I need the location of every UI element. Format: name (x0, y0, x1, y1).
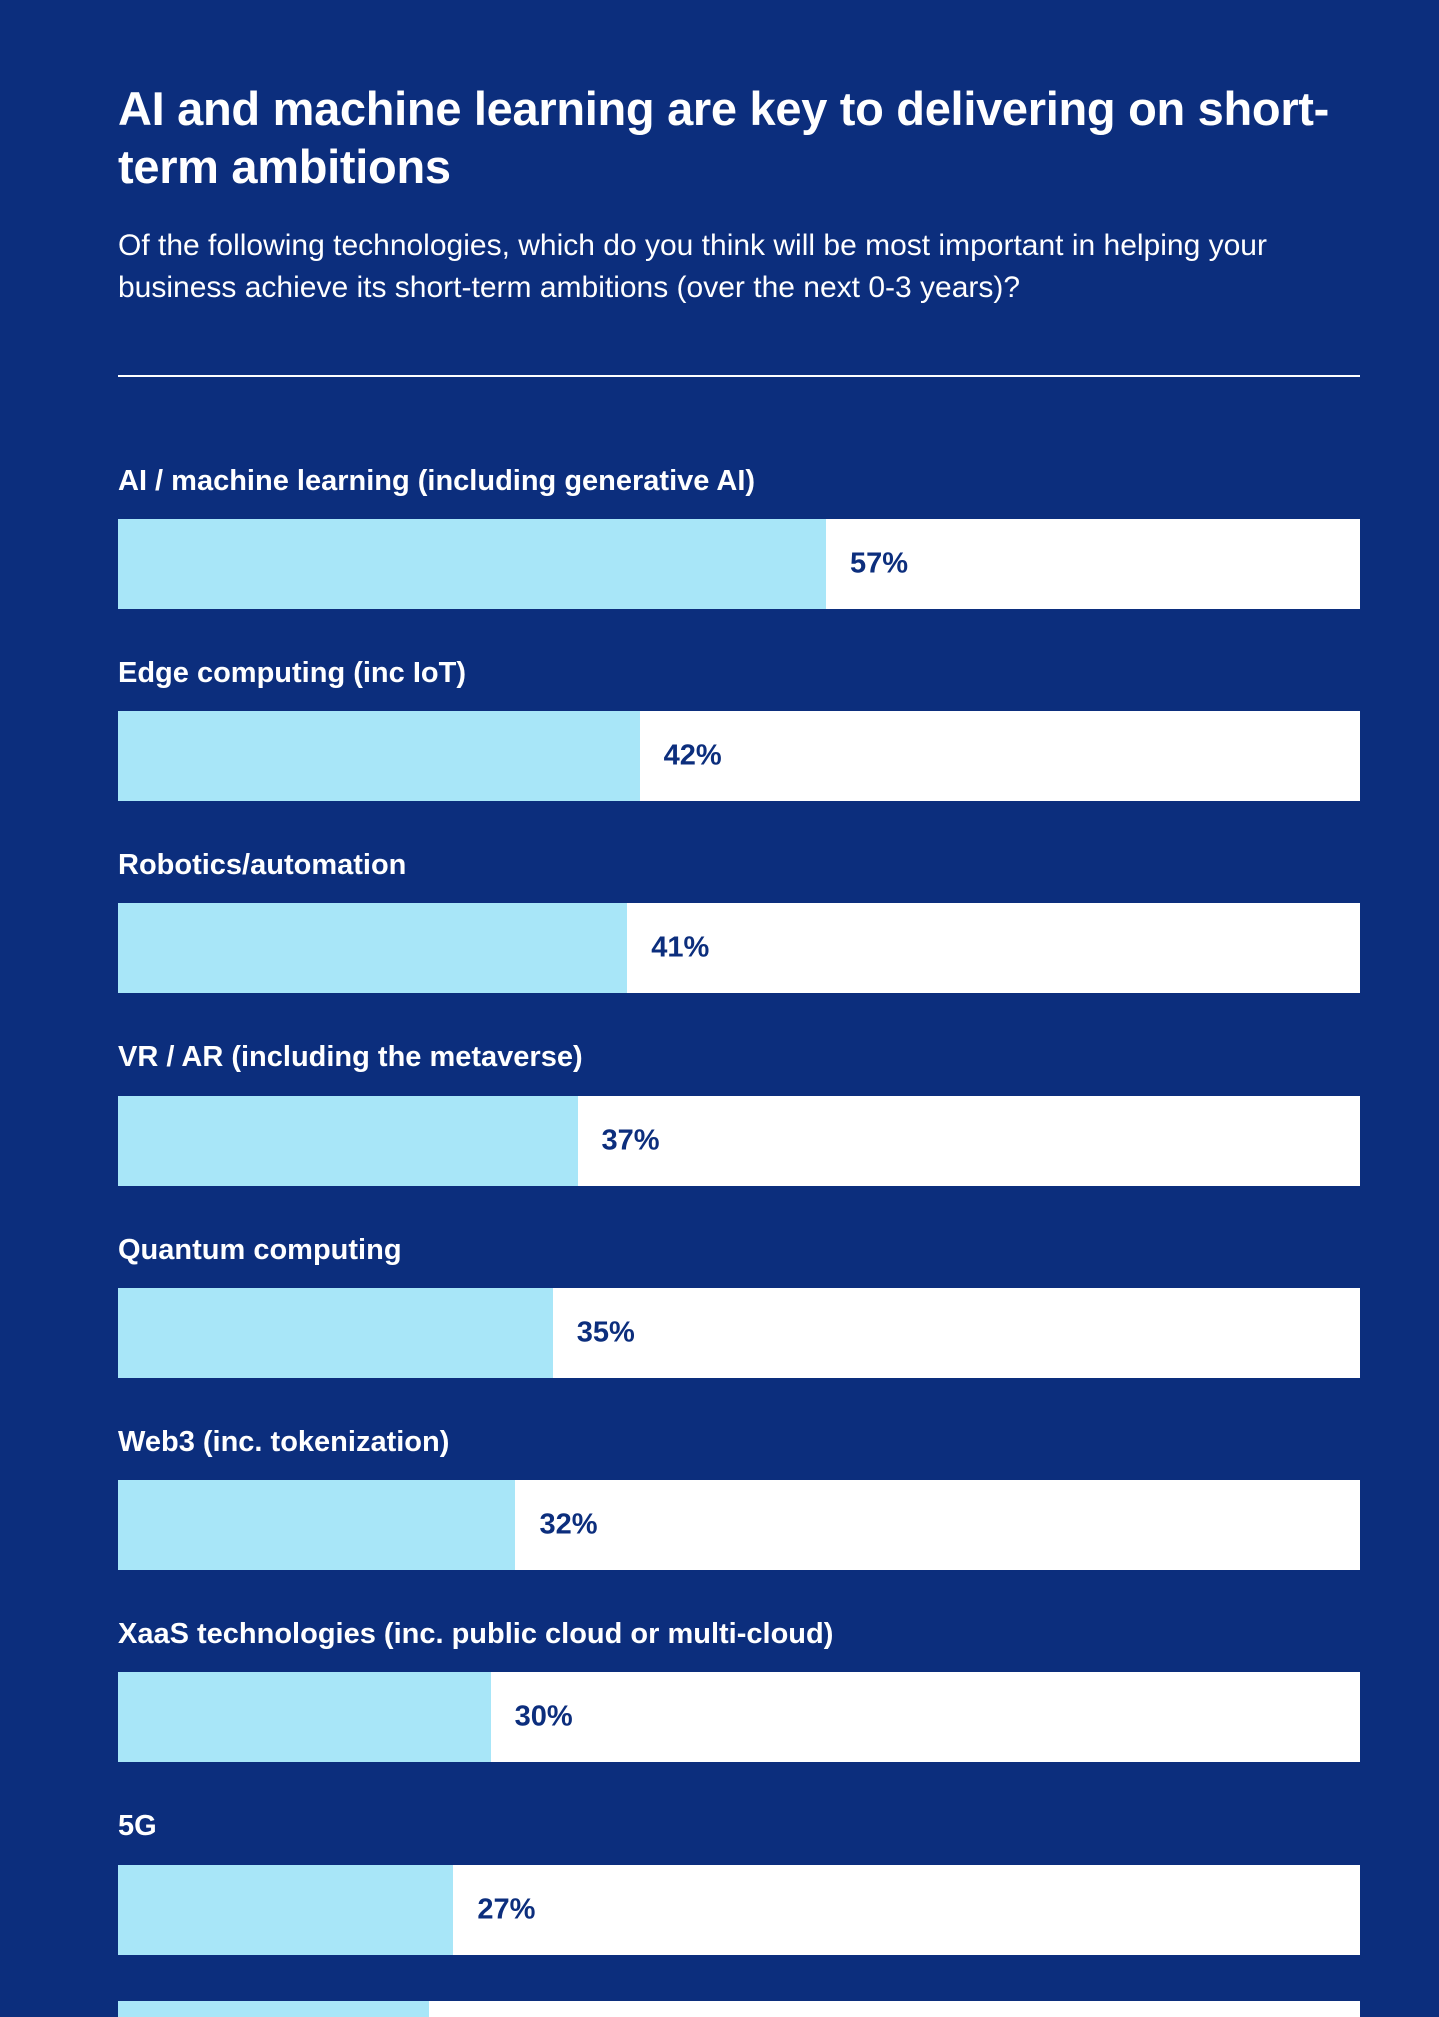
bar-track: 30% (118, 1672, 1360, 1763)
category-label: Quantum computing (118, 1233, 402, 1266)
bar-value-label: 32% (539, 1508, 598, 1541)
bar-value-label: 42% (663, 739, 722, 772)
bar-value-label: 37% (601, 1124, 660, 1157)
bar-fill (118, 1480, 516, 1571)
bar-track: 41% (118, 903, 1360, 994)
bar-group: AI / machine learning (including generat… (118, 463, 1360, 609)
bar-fill (118, 1864, 454, 1955)
bar-value-label: 41% (651, 931, 710, 964)
bar-group: Robotics/automation 41% (118, 847, 1360, 994)
bar-track: 42% (118, 711, 1360, 802)
bar-fill (118, 518, 826, 609)
bar-group: XaaS technologies (inc. public cloud or … (118, 1616, 1360, 1763)
bar-fill (118, 903, 628, 994)
category-label: Web3 (inc. tokenization) (118, 1425, 450, 1458)
bar-track: 27% (118, 1864, 1360, 1955)
bar-group: Web3 (inc. tokenization) 32% (118, 1424, 1360, 1571)
bar-value-label: 35% (576, 1316, 635, 1349)
bar-fill (118, 1287, 553, 1378)
bar-fill (118, 1095, 578, 1186)
divider-rule (118, 374, 1360, 377)
bar-group: Edge computing (inc IoT) 42% (118, 655, 1360, 802)
bar-track: 57% (118, 518, 1360, 609)
category-label: VR / AR (including the metaverse) (118, 1041, 583, 1074)
bar-fill (118, 2000, 429, 2017)
bar-value-label: 30% (514, 1700, 573, 1733)
bar-group: VR / AR (including the metaverse) 37% (118, 1039, 1360, 1186)
bar-track (118, 2000, 1360, 2017)
bar-value-label: 57% (849, 547, 908, 580)
category-label: AI / machine learning (including generat… (118, 464, 756, 497)
partial-cutoff-bar-group (118, 2000, 1360, 2017)
bar-fill (118, 711, 640, 802)
bar-track: 32% (118, 1480, 1360, 1571)
bar-track: 37% (118, 1095, 1360, 1186)
category-label: 5G (118, 1810, 157, 1843)
page-subtitle: Of the following technologies, which do … (118, 228, 1267, 304)
category-label: XaaS technologies (inc. public cloud or … (118, 1618, 834, 1651)
bar-track: 35% (118, 1287, 1360, 1378)
bar-fill (118, 1672, 491, 1763)
bar-group: 5G 27% (118, 1808, 1360, 1955)
bar-group: Quantum computing 35% (118, 1232, 1360, 1378)
bar-chart: AI / machine learning (including generat… (118, 463, 1360, 2017)
category-label: Robotics/automation (118, 849, 407, 882)
category-label: Edge computing (inc IoT) (118, 656, 466, 689)
bar-value-label: 27% (477, 1893, 536, 1926)
page-title: AI and machine learning are key to deliv… (118, 82, 1330, 194)
